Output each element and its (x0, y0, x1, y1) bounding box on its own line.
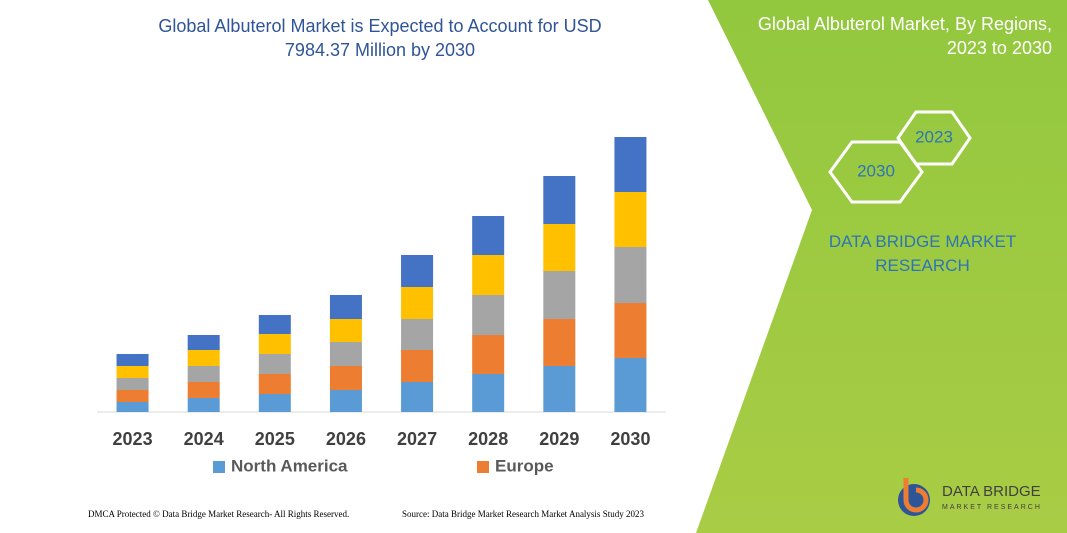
bar-segment (329, 390, 362, 412)
x-tick-label: 2029 (539, 429, 579, 449)
bar-segment (472, 216, 505, 255)
bar-segment (543, 271, 576, 319)
bar-segment (401, 382, 434, 412)
x-tick-label: 2025 (255, 429, 295, 449)
bar-segment (187, 366, 220, 382)
logo-tagline: MARKET RESEARCH (942, 504, 1042, 511)
bar-segment (401, 350, 434, 382)
logo-name: DATA BRIDGE (942, 483, 1041, 500)
footer-note: DMCA Protected © Data Bridge Market Rese… (88, 509, 350, 519)
bar-segment (543, 366, 576, 412)
bar-segment (258, 334, 291, 354)
bar-segment (401, 255, 434, 287)
bar-segment (472, 374, 505, 412)
legend-swatch (213, 461, 225, 473)
hexagon-label: 2023 (915, 127, 953, 146)
bar-segment (116, 378, 149, 390)
legend-label: Europe (495, 456, 554, 475)
bar-segment (258, 374, 291, 394)
bar-segment (258, 315, 291, 334)
brand-text: DATA BRIDGE MARKET RESEARCH (828, 232, 1017, 275)
chart-title: Global Albuterol Market is Expected to A… (158, 16, 602, 60)
bar-segment (258, 394, 291, 412)
x-tick-label: 2024 (184, 429, 224, 449)
bar-segment (329, 319, 362, 342)
legend-label: North America (231, 456, 348, 475)
bar-segment (329, 342, 362, 366)
bar-segment (116, 390, 149, 402)
bar-segment (472, 335, 505, 374)
bar-segment (329, 366, 362, 390)
bar-segment (543, 176, 576, 224)
bar-segment (614, 303, 647, 358)
bar-segment (329, 295, 362, 319)
bar-segment (116, 402, 149, 412)
bar-segment (614, 247, 647, 303)
logo-icon (903, 478, 929, 513)
panel-background (696, 0, 1067, 533)
legend-swatch (477, 461, 489, 473)
bar-segment (614, 137, 647, 192)
bar-segment (614, 358, 647, 412)
bar-segment (401, 319, 434, 350)
panel-title: Global Albuterol Market, By Regions, 202… (757, 14, 1052, 58)
bar-segment (472, 255, 505, 295)
footer-source: Source: Data Bridge Market Research Mark… (402, 509, 644, 519)
bar-segment (543, 224, 576, 271)
bar-segment (187, 335, 220, 350)
bar-segment (187, 382, 220, 398)
bar-segment (472, 295, 505, 335)
bar-segment (614, 192, 647, 247)
x-tick-label: 2026 (326, 429, 366, 449)
bar-segment (187, 350, 220, 366)
bar-segment (116, 366, 149, 378)
bar-segment (187, 398, 220, 412)
x-tick-label: 2023 (113, 429, 153, 449)
hexagon (896, 110, 972, 166)
x-tick-label: 2028 (468, 429, 508, 449)
bar-segment (543, 319, 576, 366)
bar-segment (401, 287, 434, 319)
bar-segment (116, 354, 149, 366)
hexagon-label: 2030 (857, 161, 895, 180)
bar-segment (258, 354, 291, 374)
x-tick-label: 2030 (610, 429, 650, 449)
x-tick-label: 2027 (397, 429, 437, 449)
